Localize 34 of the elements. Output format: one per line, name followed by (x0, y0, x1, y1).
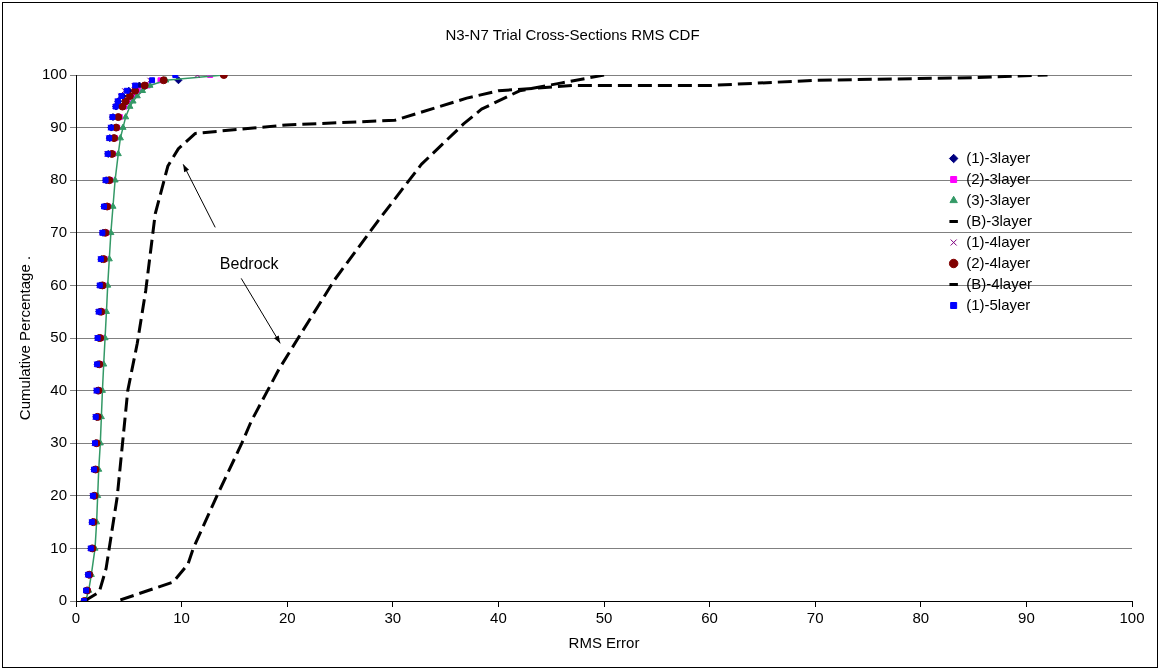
y-tick-label: 10 (50, 538, 68, 556)
y-tick-label: 80 (50, 170, 68, 188)
y-tick-label: 100 (42, 65, 68, 83)
y-tick-label: 50 (50, 328, 68, 346)
legend-label: (2)-4layer (966, 253, 1031, 271)
legend-label: (3)-3layer (966, 190, 1031, 208)
x-tick-label: 0 (71, 609, 81, 627)
y-tick-label: 0 (58, 591, 68, 609)
x-tick-label: 10 (173, 609, 190, 627)
x-tick-label: 90 (1018, 609, 1035, 627)
y-axis-title: Cumulative Percentage . (16, 255, 34, 421)
y-tick-label: 30 (50, 433, 68, 451)
x-tick-label: 60 (701, 609, 718, 627)
legend-label: (1)-4layer (966, 232, 1031, 250)
y-tick-label: 90 (50, 117, 68, 135)
x-tick-label: 100 (1119, 609, 1145, 627)
x-tick-label: 80 (912, 609, 930, 627)
y-tick-label: 70 (50, 222, 68, 240)
legend-label: (1)-3layer (966, 148, 1031, 166)
x-tick-label: 70 (806, 609, 824, 627)
legend-label: (B)-3layer (966, 211, 1033, 229)
chart-title: N3-N7 Trial Cross-Sections RMS CDF (445, 26, 700, 44)
x-tick-label: 40 (490, 609, 507, 627)
legend-label: (1)-5layer (966, 295, 1031, 313)
x-tick-label: 50 (595, 609, 613, 627)
x-axis-title: RMS Error (568, 634, 640, 652)
legend-label: (2)-3layer (966, 169, 1031, 187)
annotation: Bedrock (219, 254, 280, 272)
legend-label: (B)-4layer (966, 274, 1033, 292)
y-tick-label: 60 (50, 275, 68, 293)
x-tick-label: 20 (278, 609, 296, 627)
x-tick-label: 30 (384, 609, 402, 627)
y-tick-label: 20 (50, 485, 68, 503)
y-tick-label: 40 (50, 380, 68, 398)
